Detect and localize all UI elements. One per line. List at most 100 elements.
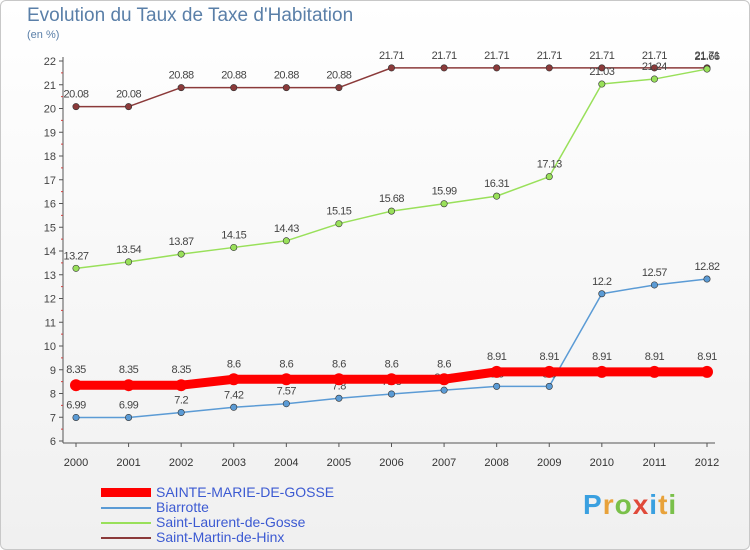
data-label: 8.6 xyxy=(332,358,346,370)
data-point xyxy=(387,64,395,72)
y-tick-label: 13 xyxy=(44,270,56,282)
data-label: 8.6 xyxy=(385,358,399,370)
data-point xyxy=(703,65,711,73)
data-point xyxy=(282,237,290,245)
x-tick-label: 2011 xyxy=(643,457,667,469)
data-point xyxy=(332,373,345,386)
data-label: 8.35 xyxy=(119,364,139,376)
data-point xyxy=(282,400,290,408)
x-tick-label: 2008 xyxy=(484,457,508,469)
data-label: 14.43 xyxy=(274,223,299,235)
data-label: 21.71 xyxy=(694,50,719,62)
data-label: 21.71 xyxy=(484,50,509,62)
data-label: 12.82 xyxy=(694,261,719,273)
y-tick-label: 9 xyxy=(50,365,56,377)
data-label: 21.71 xyxy=(537,50,562,62)
series-0: 8.35 8.35 8.35 8.6 8.6 8.6 8.6 8.6 8.91 8.91 8.91 8… xyxy=(66,351,718,392)
data-point xyxy=(125,258,133,266)
legend-swatch xyxy=(101,488,151,497)
data-point xyxy=(175,379,188,392)
y-tick-label: 10 xyxy=(44,341,56,353)
data-point xyxy=(387,207,395,215)
y-tick-label: 16 xyxy=(44,199,56,211)
data-point xyxy=(598,290,606,298)
data-label: 20.88 xyxy=(169,70,194,82)
legend-label: Saint-Martin-de-Hinx xyxy=(156,529,285,545)
data-label: 17.13 xyxy=(537,159,562,171)
data-point xyxy=(177,84,185,92)
y-tick-label: 7 xyxy=(50,412,56,424)
data-label: 16.31 xyxy=(484,178,509,190)
data-label: 12.57 xyxy=(642,267,667,279)
data-point xyxy=(440,386,448,394)
data-point xyxy=(650,281,658,289)
data-label: 21.66 xyxy=(694,51,719,63)
data-point xyxy=(493,64,501,72)
data-point xyxy=(282,84,290,92)
x-tick-label: 2000 xyxy=(64,457,88,469)
data-label: 8.6 xyxy=(227,358,241,370)
y-tick-label: 15 xyxy=(44,222,56,234)
y-tick-label: 18 xyxy=(44,151,56,163)
logo-letter: t xyxy=(658,489,669,520)
data-point xyxy=(177,250,185,258)
data-point xyxy=(493,192,501,200)
data-label: 20.08 xyxy=(63,89,88,101)
data-label: 8.91 xyxy=(697,351,717,363)
y-tick-label: 6 xyxy=(50,436,56,448)
data-label: 7.42 xyxy=(224,389,244,401)
data-point xyxy=(335,394,343,402)
data-label: 13.27 xyxy=(63,250,88,262)
data-label: 15.99 xyxy=(432,186,457,198)
data-label: 20.88 xyxy=(326,70,351,82)
data-label: 13.54 xyxy=(116,244,141,256)
data-label: 15.68 xyxy=(379,193,404,205)
data-label: 21.71 xyxy=(589,50,614,62)
data-label: 8.35 xyxy=(171,364,191,376)
data-label: 6.99 xyxy=(66,399,86,411)
data-label: 8.91 xyxy=(592,351,612,363)
data-point xyxy=(701,365,713,378)
x-tick-label: 2005 xyxy=(327,457,351,469)
data-label: 8.35 xyxy=(66,364,86,376)
data-point xyxy=(543,365,556,378)
logo-letter: o xyxy=(614,489,633,520)
series-2: 13.27 13.54 13.87 14.15 14.43 15.15 15.68 15.99… xyxy=(63,51,720,272)
data-point xyxy=(227,373,240,386)
data-point xyxy=(230,84,238,92)
legend-item: Biarrotte xyxy=(101,500,334,515)
data-point xyxy=(493,382,501,390)
y-tick-label: 20 xyxy=(44,104,56,116)
data-point xyxy=(650,75,658,83)
data-point xyxy=(125,103,133,111)
data-point xyxy=(177,408,185,416)
data-point xyxy=(230,243,238,251)
data-label: 12.2 xyxy=(592,276,612,288)
data-point xyxy=(648,365,661,378)
data-label: 8.91 xyxy=(540,351,560,363)
data-point xyxy=(387,390,395,398)
y-tick-label: 12 xyxy=(44,294,56,306)
legend-label: SAINTE-MARIE-DE-GOSSE xyxy=(156,484,335,500)
data-point xyxy=(280,373,293,386)
x-tick-label: 2012 xyxy=(695,457,719,469)
data-point xyxy=(545,382,553,390)
data-point xyxy=(598,80,606,88)
data-point xyxy=(335,84,343,92)
logo-letter: P xyxy=(583,489,603,520)
data-label: 7.57 xyxy=(277,386,297,398)
data-point xyxy=(595,365,608,378)
data-label: 15.15 xyxy=(326,206,351,218)
data-label: 20.08 xyxy=(116,89,141,101)
x-tick-label: 2009 xyxy=(537,457,561,469)
data-label: 8.6 xyxy=(437,358,451,370)
legend-label: Saint-Laurent-de-Gosse xyxy=(156,514,306,530)
data-point xyxy=(545,173,553,181)
x-tick-label: 2001 xyxy=(116,457,140,469)
data-label: 14.15 xyxy=(221,229,246,241)
data-label: 8.91 xyxy=(487,351,507,363)
logo-letter: i xyxy=(668,489,678,520)
data-point xyxy=(385,373,398,386)
